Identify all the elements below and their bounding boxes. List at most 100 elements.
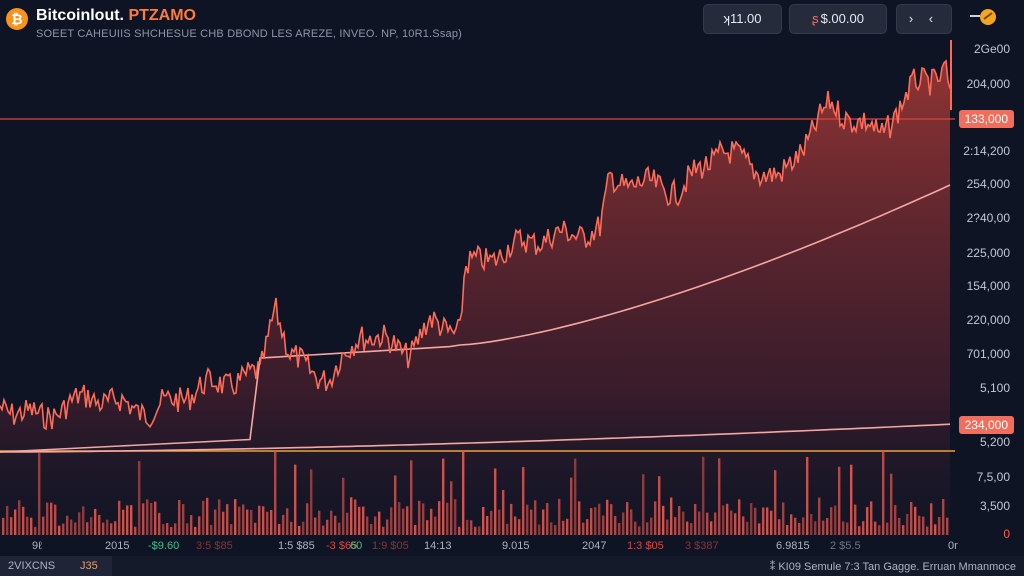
volume-bar <box>358 506 361 535</box>
nav-arrows-button[interactable]: › ‹ <box>896 4 952 34</box>
volume-bar <box>734 513 737 535</box>
y-tick: 154,000 <box>966 279 1010 293</box>
price-button-2-label: $.00.00 <box>820 11 864 26</box>
volume-bar <box>718 458 721 535</box>
volume-bar <box>354 499 357 535</box>
symbol-tab-label: 2VIXCNS <box>8 560 56 572</box>
volume-bar <box>626 502 629 535</box>
volume-bar <box>894 505 897 535</box>
volume-bar <box>522 467 525 535</box>
volume-bar <box>402 508 405 535</box>
volume-bar <box>742 516 745 535</box>
x-tick: 2015 <box>105 540 130 552</box>
volume-bar <box>446 502 449 535</box>
volume-bar <box>758 523 761 535</box>
volume-bar <box>226 504 229 535</box>
volume-bar <box>778 519 781 535</box>
volume-bar <box>6 505 9 535</box>
volume-bar <box>74 522 77 535</box>
volume-bar <box>150 503 153 535</box>
y-tick: 2:14,200 <box>963 144 1010 158</box>
app-title-main: Bitcoinlout. <box>36 7 124 24</box>
volume-bar <box>450 481 453 535</box>
volume-bar <box>494 468 497 535</box>
volume-bar <box>942 499 945 535</box>
volume-bar <box>470 520 473 535</box>
volume-bar <box>762 507 765 535</box>
volume-bar <box>790 514 793 535</box>
y-tick: 220,000 <box>966 313 1010 327</box>
volume-bar <box>794 517 797 535</box>
volume-bar <box>650 517 653 535</box>
volume-bar <box>930 503 933 535</box>
volume-bar <box>18 500 21 535</box>
volume-bar <box>818 497 821 535</box>
price-button-1[interactable]: ʞ11.00 <box>703 4 782 34</box>
y-tick: 2Ge00 <box>973 42 1010 56</box>
volume-bar <box>314 517 317 535</box>
price-chart[interactable] <box>0 40 1024 555</box>
volume-bar <box>918 515 921 535</box>
volume-bar <box>706 512 709 535</box>
volume-bar <box>534 500 537 535</box>
volume-bar <box>538 524 541 535</box>
volume-bar <box>590 508 593 535</box>
volume-bar <box>614 516 617 535</box>
volume-bar <box>210 524 213 535</box>
user-avatar-icon[interactable] <box>970 7 996 27</box>
volume-bar <box>110 523 113 535</box>
volume-bar <box>122 509 125 535</box>
volume-bar <box>686 521 689 535</box>
volume-bar <box>474 526 477 535</box>
volume-bar <box>190 515 193 535</box>
volume-bar <box>406 506 409 535</box>
volume-bar <box>502 489 505 535</box>
volume-bar <box>510 503 513 535</box>
footer-status-text: ⁑ KI09 Semule 7:3 Tan Gagge. Erruan Mman… <box>769 561 1016 573</box>
volume-bar <box>70 519 73 535</box>
volume-bar <box>66 515 69 535</box>
volume-bar <box>610 504 613 535</box>
volume-bar <box>594 507 597 535</box>
volume-bar <box>926 526 929 535</box>
volume-bar <box>106 519 109 535</box>
volume-bar <box>274 450 277 535</box>
volume-bar <box>530 509 533 535</box>
volume-bar <box>914 506 917 535</box>
volume-bar <box>222 511 225 535</box>
long-moving-average-line <box>0 423 951 453</box>
volume-bar <box>62 523 65 535</box>
volume-bar <box>678 506 681 535</box>
volume-bar <box>102 522 105 535</box>
volume-bar <box>842 521 845 535</box>
volume-bar <box>394 475 397 535</box>
symbol-tab[interactable]: 2VIXCNS J35 <box>0 556 112 576</box>
volume-bar <box>458 526 461 535</box>
volume-bar <box>130 505 133 535</box>
y-tick: 5,200 <box>979 435 1010 449</box>
volume-bar <box>846 522 849 535</box>
app-title-accent: PTZAMO <box>128 7 196 24</box>
y-tick: 254,000 <box>966 177 1010 191</box>
y-tick: 204,000 <box>966 77 1010 91</box>
volume-bar <box>934 524 937 535</box>
volume-bars <box>2 450 949 535</box>
volume-bar <box>670 497 673 535</box>
price-button-2[interactable]: ʂ $.00.00 <box>789 4 887 34</box>
volume-bar <box>730 510 733 535</box>
volume-bar <box>42 516 45 535</box>
volume-bar <box>898 518 901 535</box>
volume-bar <box>206 497 209 535</box>
volume-bar <box>838 466 841 535</box>
volume-bar <box>622 512 625 535</box>
volume-bar <box>498 509 501 535</box>
volume-bar <box>486 516 489 535</box>
volume-bar <box>154 501 157 535</box>
volume-bar <box>178 500 181 535</box>
volume-bar <box>94 508 97 535</box>
x-axis: 9ℓ 2015 -$9.60 3:5 $85 1:5 $85 -3 $65 60… <box>0 536 1024 556</box>
volume-bar <box>882 450 885 535</box>
volume-bar <box>666 519 669 535</box>
volume-bar <box>598 503 601 535</box>
volume-bar <box>902 525 905 535</box>
